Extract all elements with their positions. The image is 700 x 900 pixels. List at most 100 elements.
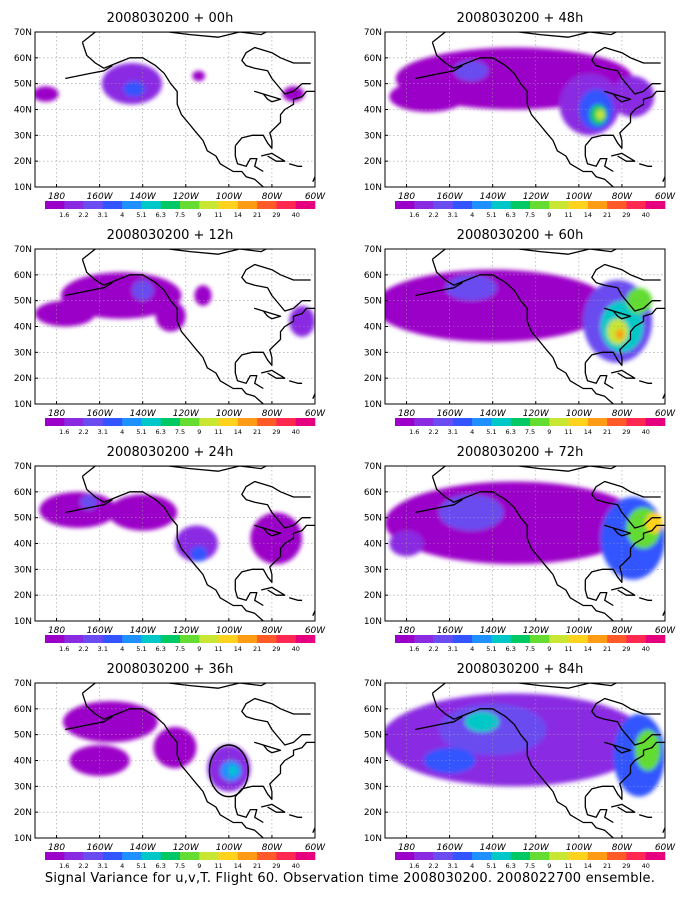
coastline: [611, 369, 636, 379]
coastline: [65, 499, 113, 514]
map-panel: 2008030200 + 48h 10N 20N 30N 40N 50N 60N 70N 180…: [350, 0, 690, 225]
y-tick-label: 10N: [364, 400, 382, 410]
y-tick-label: 10N: [364, 183, 382, 193]
colorbar-swatch: [549, 635, 569, 643]
colorbar-swatch: [199, 852, 219, 860]
colorbar-label: 4: [120, 862, 124, 870]
variance-contour: [153, 726, 197, 769]
variance-contour: [190, 546, 208, 562]
colorbar-swatch: [414, 418, 434, 426]
figure-caption: Signal Variance for u,v,T. Flight 60. Ob…: [44, 871, 656, 886]
colorbar-swatch: [452, 852, 473, 860]
colorbar-label: 9: [197, 211, 201, 219]
y-tick-label: 30N: [364, 565, 382, 575]
colorbar-swatch: [491, 201, 512, 209]
colorbar-swatch: [433, 201, 454, 209]
colorbar-swatch: [452, 418, 473, 426]
coastline: [431, 476, 614, 621]
y-tick-label: 10N: [364, 617, 382, 627]
colorbar-swatch: [160, 418, 181, 426]
panel-title: 2008030200 + 12h: [107, 228, 234, 243]
colorbar-label: 1.6: [409, 428, 419, 436]
variance-contour: [464, 711, 500, 733]
colorbar-swatch: [160, 201, 181, 209]
coastline: [604, 90, 632, 103]
colorbar-swatch: [237, 201, 258, 209]
x-tick-label: 140W: [480, 626, 507, 636]
y-tick-label: 10N: [14, 834, 32, 844]
colorbar-label: 6.3: [506, 862, 516, 870]
x-tick-label: 120W: [523, 843, 550, 853]
y-tick-label: 50N: [364, 731, 382, 741]
panel-title: 2008030200 + 72h: [457, 445, 584, 460]
variance-contour: [62, 701, 158, 743]
colorbar-label: 11: [214, 645, 222, 653]
x-tick-label: 60W: [655, 192, 676, 202]
colorbar-swatch: [295, 852, 316, 860]
x-tick-label: 80W: [262, 192, 283, 202]
coastline: [234, 579, 264, 607]
coastline: [415, 716, 463, 731]
y-tick-label: 40N: [364, 757, 382, 767]
coastline: [415, 499, 463, 514]
x-tick-label: 100W: [216, 843, 243, 853]
colorbar-label: 7.5: [175, 428, 185, 436]
colorbar-swatch: [141, 201, 162, 209]
x-tick-label: 100W: [216, 626, 243, 636]
coastline: [591, 263, 661, 312]
variance-contour: [611, 75, 655, 118]
x-tick-label: 100W: [216, 409, 243, 419]
y-tick-label: 30N: [14, 131, 32, 141]
colorbar-label: 3.1: [98, 211, 108, 219]
colorbar-swatch: [607, 635, 627, 643]
panel-title: 2008030200 + 00h: [107, 11, 234, 26]
coastline: [604, 307, 632, 320]
y-tick-label: 20N: [14, 157, 32, 167]
colorbar-label: 14: [584, 645, 592, 653]
coastline: [289, 163, 303, 167]
colorbar-label: 40: [292, 428, 300, 436]
map-panel: 2008030200 + 12h 10N 20N 30N 40N 50N 60N 70N 180…: [0, 217, 340, 442]
colorbar-label: 2.2: [78, 211, 88, 219]
colorbar-label: 2.2: [428, 645, 438, 653]
y-tick-label: 30N: [364, 782, 382, 792]
x-tick-label: 60W: [305, 409, 326, 419]
colorbar-swatch: [587, 852, 608, 860]
colorbar-label: 14: [584, 428, 592, 436]
colorbar-swatch: [83, 201, 104, 209]
colorbar-swatch: [549, 201, 569, 209]
coastline: [241, 697, 311, 746]
colorbar-label: 11: [564, 645, 572, 653]
x-tick-label: 140W: [480, 409, 507, 419]
colorbar-label: 5.1: [136, 211, 146, 219]
coastline: [591, 480, 661, 529]
map-svg: 2008030200 + 36h 10N 20N 30N 40N 50N 60N 70N 180…: [14, 662, 326, 870]
colorbar-label: 40: [292, 645, 300, 653]
x-tick-label: 180: [48, 843, 65, 853]
colorbar-label: 5.1: [136, 428, 146, 436]
coastline: [584, 145, 614, 173]
y-tick-label: 40N: [364, 323, 382, 333]
colorbar-swatch: [645, 418, 666, 426]
colorbar-label: 5.1: [136, 645, 146, 653]
variance-contour: [250, 512, 303, 565]
colorbar-swatch: [83, 418, 104, 426]
colorbar-swatch: [64, 852, 84, 860]
colorbar-label: 40: [642, 862, 650, 870]
map-svg: 2008030200 + 24h 10N 20N 30N 40N 50N 60N 70N 180…: [14, 445, 326, 653]
map-panel: 2008030200 + 00h 10N 20N 30N 40N 50N 60N 70N 180…: [0, 0, 340, 225]
colorbar-label: 40: [642, 211, 650, 219]
colorbar-swatch: [395, 852, 415, 860]
variance-contour: [123, 81, 145, 97]
variance-contour: [194, 285, 212, 306]
y-tick-label: 50N: [364, 80, 382, 90]
colorbar-swatch: [452, 635, 473, 643]
colorbar-swatch: [568, 635, 589, 643]
coastline: [234, 362, 264, 390]
y-tick-label: 20N: [364, 374, 382, 384]
colorbar-swatch: [626, 201, 647, 209]
coastline: [261, 369, 286, 379]
coastline: [234, 90, 315, 149]
colorbar-swatch: [257, 201, 277, 209]
colorbar-label: 11: [564, 862, 572, 870]
